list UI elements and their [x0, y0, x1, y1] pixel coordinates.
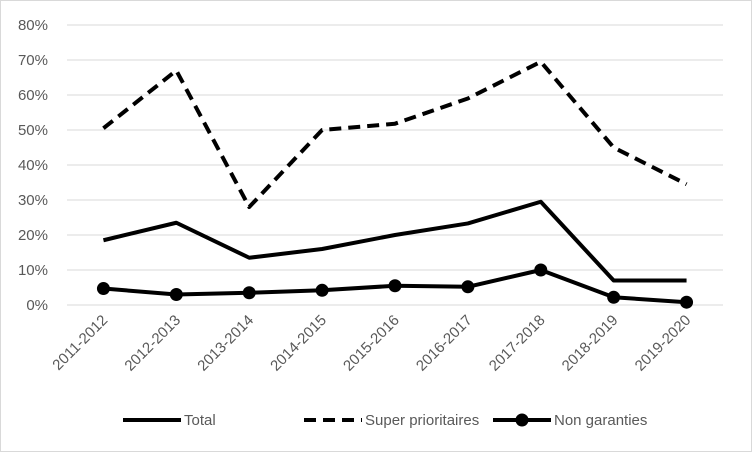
legend: Total Super prioritaires Non garanties [123, 412, 647, 429]
series-line [102, 199, 687, 283]
data-point [607, 290, 621, 304]
data-point [242, 286, 256, 300]
data-point [680, 295, 694, 309]
data-point [388, 279, 402, 293]
x-tick-label: 2015-2016 [340, 312, 403, 375]
series-lines [96, 59, 694, 309]
series-line [102, 59, 688, 209]
y-tick-label: 30% [18, 192, 48, 209]
legend-marker [515, 413, 529, 427]
y-tick-label: 10% [18, 262, 48, 279]
legend-label: Total [184, 412, 216, 429]
x-tick-label: 2014-2015 [267, 312, 330, 375]
y-tick-label: 80% [18, 17, 48, 34]
x-tick-label: 2012-2013 [121, 312, 184, 375]
gridlines [67, 24, 723, 306]
data-point [96, 282, 110, 296]
legend-label: Non garanties [554, 412, 647, 429]
y-tick-label: 20% [18, 227, 48, 244]
x-axis-ticks: 2011-2012 2012-2013 2013-2014 2014-2015 2015… [49, 312, 694, 375]
x-tick-label: 2018-2019 [559, 312, 622, 375]
data-point [461, 280, 475, 294]
y-tick-label: 50% [18, 122, 48, 139]
y-axis-ticks: 0% 10% 20% 30% 40% 50% 60% 70% 80% [18, 17, 48, 314]
data-point [534, 263, 548, 277]
x-tick-label: 2017-2018 [486, 312, 549, 375]
x-tick-label: 2011-2012 [49, 312, 111, 374]
y-tick-label: 60% [18, 87, 48, 104]
x-tick-label: 2019-2020 [632, 312, 695, 375]
data-point [169, 288, 183, 301]
data-point [315, 283, 329, 297]
y-tick-label: 70% [18, 52, 48, 69]
x-tick-label: 2013-2014 [194, 312, 257, 375]
legend-label: Super prioritaires [365, 412, 479, 429]
y-tick-label: 0% [26, 297, 48, 314]
x-tick-label: 2016-2017 [413, 312, 476, 375]
y-tick-label: 40% [18, 157, 48, 174]
